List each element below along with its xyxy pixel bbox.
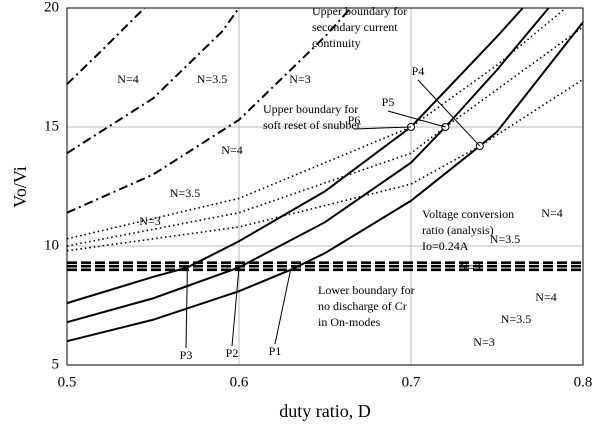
y-tick-label: 10 [44,237,59,253]
point-label: P4 [412,64,425,78]
annotation: Voltage conversion [422,207,514,221]
annotation: ratio (analysis) [422,223,494,237]
y-tick-label: 15 [44,118,59,134]
leader-line [353,126,412,130]
leader-line [387,110,446,128]
point-label: P1 [269,344,282,358]
point-label: P3 [180,348,193,362]
y-tick-label: 5 [52,356,60,372]
x-axis-label: duty ratio, D [279,401,371,421]
series-label: N=3 [139,214,160,228]
series-line [66,7,352,214]
x-tick-label: 0.8 [574,374,593,390]
annotation: continuity [312,36,361,50]
series-label: N=3.5 [170,186,200,200]
annotation: Lower boundary for [318,283,415,297]
series-label: N=4 [221,143,242,157]
y-axis-label: Vo/Vi [10,166,30,208]
series-line [66,7,240,155]
point-label: P6 [348,113,361,127]
series-label: N=3.5 [490,232,520,246]
point-label: P5 [382,95,395,109]
series-label: N=3.5 [197,72,227,86]
series-label: N=3 [289,72,310,86]
annotation: Io=0.24A [422,239,469,253]
series-label: N=3.5 [501,312,531,326]
leader-line [417,79,481,147]
series-label: N=4 [535,290,556,304]
series-line [66,7,567,240]
series-label: N=3 [459,260,480,274]
series-label: N=4 [117,72,138,86]
annotation: secondary current [312,20,398,34]
x-tick-label: 0.7 [402,374,421,390]
series-line [66,7,550,324]
annotation: no discharge of Cr [318,299,407,313]
series-label: N=4 [541,206,562,220]
series-line [66,21,584,343]
annotation: Upper boundary for [312,4,407,18]
series-line [66,7,524,305]
plot-frame [66,7,584,366]
leader-line [274,269,292,345]
annotation: soft reset of snubber [263,118,361,132]
series-label: N=3 [473,335,494,349]
annotation: in On-modes [318,315,381,329]
x-tick-label: 0.5 [58,374,77,390]
leader-line [231,267,240,347]
y-tick-label: 20 [44,0,59,15]
annotation: Upper boundary for [263,102,358,116]
leader-line [185,267,188,349]
x-tick-label: 0.6 [230,374,249,390]
point-label: P2 [226,346,239,360]
